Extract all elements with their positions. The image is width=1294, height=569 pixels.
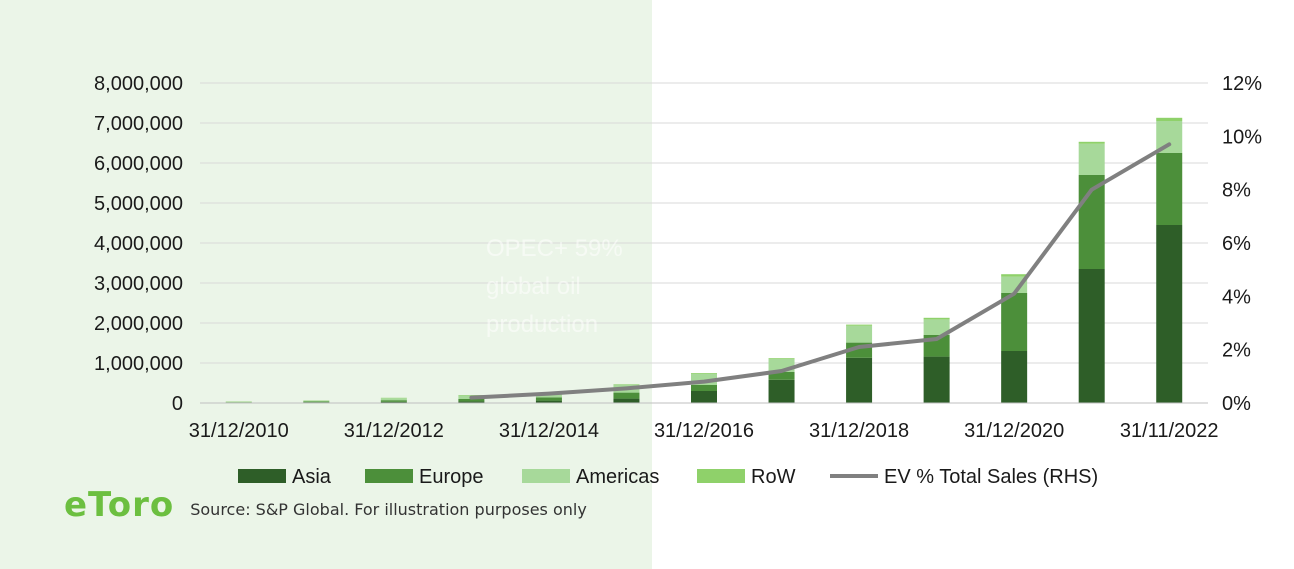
x-tick-label: 31/12/2020 bbox=[964, 420, 1064, 442]
y-right-tick-label: 8% bbox=[1222, 180, 1251, 202]
etoro-logo: eToro bbox=[64, 485, 175, 525]
x-tick-label: 31/12/2018 bbox=[809, 420, 909, 442]
bar-segment-americas bbox=[923, 319, 950, 335]
legend-label: EV % Total Sales (RHS) bbox=[884, 466, 1098, 488]
bar-segment-asia bbox=[380, 401, 407, 403]
legend-swatch-asia bbox=[238, 469, 286, 483]
ev-share-point bbox=[1091, 189, 1093, 191]
bar-segment-asia bbox=[535, 400, 562, 403]
bar-segment-row bbox=[768, 358, 795, 359]
y-left-tick-label: 2,000,000 bbox=[94, 313, 183, 335]
overlay-annotation: OPEC+ 59% global oil production bbox=[486, 230, 666, 344]
ev-share-point bbox=[858, 346, 860, 348]
bar-segment-americas bbox=[1001, 276, 1028, 293]
bar-segment-europe bbox=[535, 397, 562, 401]
bar-segment-row bbox=[846, 324, 873, 326]
y-left-tick-label: 1,000,000 bbox=[94, 353, 183, 375]
bar-segment-asia bbox=[1078, 269, 1105, 403]
bar-segment-europe bbox=[380, 400, 407, 402]
y-right-tick-label: 10% bbox=[1222, 126, 1262, 148]
x-tick-label: 31/12/2016 bbox=[654, 420, 754, 442]
ev-share-point bbox=[548, 393, 550, 395]
ev-share-point bbox=[936, 338, 938, 340]
overlay-line-2: global oil bbox=[486, 273, 581, 300]
legend-swatch-row bbox=[697, 469, 745, 483]
y-right-tick-label: 4% bbox=[1222, 286, 1251, 308]
legend-swatch-europe bbox=[365, 469, 413, 483]
footer: eToro Source: S&P Global. For illustrati… bbox=[64, 480, 587, 530]
y-right-tick-label: 6% bbox=[1222, 233, 1251, 255]
bar-segment-asia bbox=[923, 356, 950, 403]
bar-segment-europe bbox=[1001, 293, 1028, 351]
bar-segment-row bbox=[1156, 117, 1183, 121]
ev-share-point bbox=[781, 370, 783, 372]
y-left-tick-label: 7,000,000 bbox=[94, 113, 183, 135]
y-left-tick-label: 0 bbox=[172, 393, 183, 415]
bar-segment-europe bbox=[1156, 153, 1183, 225]
bar-segment-americas bbox=[691, 373, 717, 385]
bar-segment-europe bbox=[613, 392, 640, 399]
legend-swatch-americas bbox=[522, 469, 570, 483]
bar-segment-americas bbox=[303, 400, 330, 402]
y-left-tick-label: 4,000,000 bbox=[94, 233, 183, 255]
overlay-line-1: OPEC+ 59% bbox=[486, 235, 623, 262]
x-tick-label: 31/11/2022 bbox=[1120, 420, 1219, 442]
source-note: Source: S&P Global. For illustration pur… bbox=[190, 499, 587, 519]
legend-label: Asia bbox=[292, 466, 332, 488]
overlay-line-3: production bbox=[486, 311, 599, 338]
bar-segment-asia bbox=[846, 357, 873, 403]
bar-segment-americas bbox=[380, 398, 407, 401]
x-tick-label: 31/12/2012 bbox=[344, 420, 444, 442]
bar-segment-europe bbox=[458, 399, 485, 402]
x-tick-label: 31/12/2010 bbox=[189, 420, 289, 442]
bar-segment-asia bbox=[691, 391, 717, 403]
bar-segment-row bbox=[1001, 274, 1028, 277]
y-left-tick-label: 6,000,000 bbox=[94, 153, 183, 175]
y-right-tick-label: 0% bbox=[1222, 393, 1251, 415]
y-right-tick-label: 2% bbox=[1222, 340, 1251, 362]
ev-share-point bbox=[1013, 293, 1015, 295]
bar-segment-row bbox=[923, 317, 950, 320]
bar-segment-asia bbox=[613, 398, 640, 403]
x-tick-label: 31/12/2014 bbox=[499, 420, 599, 442]
bar-segment-europe bbox=[768, 371, 795, 380]
bar-segment-row bbox=[1078, 141, 1105, 144]
bar-segment-europe bbox=[691, 385, 717, 391]
legend-label: Americas bbox=[576, 466, 659, 488]
bar-segment-americas bbox=[225, 401, 252, 403]
y-left-tick-label: 3,000,000 bbox=[94, 273, 183, 295]
legend-label: RoW bbox=[751, 466, 796, 488]
bar-segment-americas bbox=[846, 325, 873, 343]
bar-segment-row bbox=[691, 373, 717, 374]
y-left-tick-label: 5,000,000 bbox=[94, 193, 183, 215]
bar-segment-europe bbox=[303, 401, 330, 403]
ev-share-point bbox=[1168, 143, 1170, 145]
ev-share-point bbox=[703, 381, 705, 383]
bar-segment-asia bbox=[458, 401, 485, 403]
bar-segment-asia bbox=[1001, 351, 1028, 403]
ev-share-point bbox=[470, 397, 472, 399]
bar-segment-americas bbox=[1078, 143, 1105, 175]
bar-segment-asia bbox=[768, 379, 795, 403]
y-right-tick-label: 12% bbox=[1222, 73, 1262, 95]
legend-label: Europe bbox=[419, 466, 484, 488]
ev-share-line bbox=[469, 142, 1172, 400]
ev-share-point bbox=[625, 387, 627, 389]
bar-segment-asia bbox=[1156, 225, 1183, 403]
y-left-tick-label: 8,000,000 bbox=[94, 73, 183, 95]
